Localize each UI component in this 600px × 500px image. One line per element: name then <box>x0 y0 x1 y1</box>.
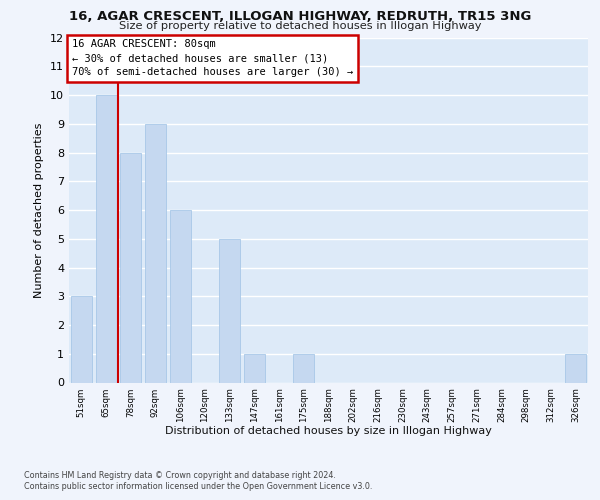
Text: Size of property relative to detached houses in Illogan Highway: Size of property relative to detached ho… <box>119 21 481 31</box>
Text: Contains public sector information licensed under the Open Government Licence v3: Contains public sector information licen… <box>24 482 373 491</box>
Text: 16 AGAR CRESCENT: 80sqm
← 30% of detached houses are smaller (13)
70% of semi-de: 16 AGAR CRESCENT: 80sqm ← 30% of detache… <box>71 39 353 77</box>
Bar <box>170 210 191 382</box>
Bar <box>95 95 116 382</box>
Bar <box>145 124 166 382</box>
Bar <box>71 296 92 382</box>
Text: 16, AGAR CRESCENT, ILLOGAN HIGHWAY, REDRUTH, TR15 3NG: 16, AGAR CRESCENT, ILLOGAN HIGHWAY, REDR… <box>69 10 531 23</box>
Bar <box>565 354 586 382</box>
Y-axis label: Number of detached properties: Number of detached properties <box>34 122 44 298</box>
Bar <box>244 354 265 382</box>
Text: Contains HM Land Registry data © Crown copyright and database right 2024.: Contains HM Land Registry data © Crown c… <box>24 471 336 480</box>
Bar <box>293 354 314 382</box>
Text: Distribution of detached houses by size in Illogan Highway: Distribution of detached houses by size … <box>166 426 492 436</box>
Bar <box>219 239 240 382</box>
Bar <box>120 152 141 382</box>
